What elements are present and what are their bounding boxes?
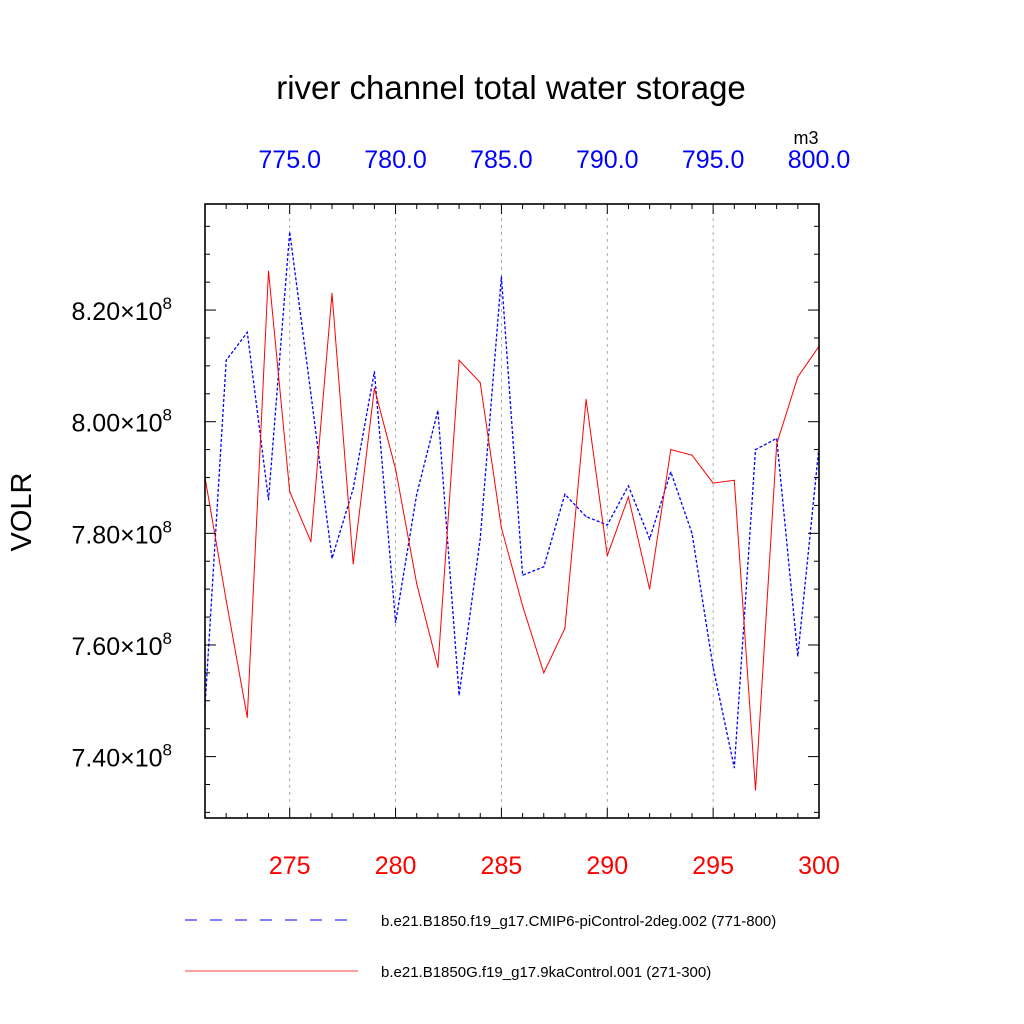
x-top-tick-label-4: 795.0 bbox=[682, 146, 745, 174]
x-top-tick-label-2: 785.0 bbox=[470, 146, 533, 174]
data-point-0-13 bbox=[479, 538, 482, 540]
axis-ticks bbox=[204, 204, 820, 818]
legend-label-1: b.e21.B1850G.f19_g17.9kaControl.001 (271… bbox=[381, 964, 711, 981]
data-point-0-14 bbox=[500, 275, 503, 278]
data-point-1-2 bbox=[246, 716, 249, 719]
data-point-0-1 bbox=[225, 359, 227, 362]
data-point-1-23 bbox=[691, 454, 693, 456]
data-point-1-26 bbox=[754, 789, 757, 791]
plot-frame bbox=[204, 203, 820, 819]
y-tick-label-2: 7.80×108 bbox=[71, 517, 172, 549]
x-bottom-tick-label-3: 290 bbox=[586, 852, 628, 880]
x-bottom-tick-label-5: 300 bbox=[798, 852, 840, 880]
data-point-0-16 bbox=[542, 566, 545, 568]
data-point-0-12 bbox=[458, 694, 460, 696]
x-top-tick-label-5: 800.0 bbox=[788, 146, 851, 174]
data-point-1-9 bbox=[394, 468, 397, 470]
data-point-1-18 bbox=[585, 398, 587, 401]
data-point-1-13 bbox=[479, 381, 482, 384]
data-point-0-28 bbox=[797, 655, 799, 657]
data-point-0-8 bbox=[373, 370, 376, 373]
legend-label-0: b.e21.B1850.f19_g17.CMIP6-piControl-2deg… bbox=[381, 913, 776, 930]
data-point-1-21 bbox=[648, 588, 651, 590]
data-point-1-24 bbox=[712, 482, 714, 484]
data-point-0-2 bbox=[246, 331, 249, 334]
data-point-0-19 bbox=[606, 524, 609, 526]
data-point-0-9 bbox=[394, 621, 397, 624]
data-point-1-20 bbox=[627, 496, 630, 498]
data-point-1-4 bbox=[288, 490, 291, 493]
y-tick-label-1: 7.60×108 bbox=[71, 629, 172, 661]
data-point-1-28 bbox=[797, 376, 799, 378]
series-lines bbox=[204, 231, 820, 791]
y-tick-label-0: 7.40×108 bbox=[71, 741, 172, 773]
series-line-0 bbox=[204, 231, 820, 768]
units-label: m3 bbox=[793, 128, 818, 148]
x-top-tick-label-0: 775.0 bbox=[258, 146, 321, 174]
data-point-1-1 bbox=[225, 599, 227, 602]
data-point-1-22 bbox=[669, 448, 672, 451]
data-point-0-7 bbox=[352, 487, 355, 490]
axis-tick-labels: 275 280 285 290 295 300 775.0 780.0 785.0 790.0 79… bbox=[71, 146, 850, 880]
data-point-1-17 bbox=[564, 627, 566, 630]
x-bottom-tick-label-0: 275 bbox=[269, 852, 311, 880]
data-point-1-16 bbox=[542, 672, 545, 674]
grid-lines bbox=[289, 204, 714, 818]
data-point-0-18 bbox=[585, 515, 587, 518]
data-point-0-17 bbox=[564, 493, 566, 496]
y-tick-label-3: 8.00×108 bbox=[71, 406, 172, 438]
data-point-1-19 bbox=[606, 554, 609, 557]
data-point-1-14 bbox=[500, 526, 503, 529]
data-point-0-24 bbox=[712, 666, 714, 669]
data-point-0-21 bbox=[648, 538, 651, 540]
y-axis-label: VOLR bbox=[6, 473, 38, 552]
data-point-0-25 bbox=[733, 766, 736, 769]
data-point-1-3 bbox=[267, 270, 270, 272]
series-line-1 bbox=[204, 270, 820, 791]
x-top-tick-label-3: 790.0 bbox=[576, 146, 639, 174]
y-tick-label-4: 8.20×108 bbox=[71, 294, 172, 326]
data-point-0-22 bbox=[669, 471, 672, 473]
data-point-0-26 bbox=[754, 448, 757, 451]
data-point-1-12 bbox=[458, 359, 460, 362]
data-point-1-11 bbox=[437, 666, 439, 669]
data-point-0-5 bbox=[310, 392, 312, 395]
data-point-0-23 bbox=[691, 532, 693, 535]
data-point-1-10 bbox=[415, 582, 418, 585]
data-point-1-8 bbox=[373, 387, 376, 390]
data-point-1-15 bbox=[521, 605, 524, 607]
data-point-0-4 bbox=[288, 231, 291, 233]
data-point-0-27 bbox=[775, 437, 778, 440]
x-top-tick-label-1: 780.0 bbox=[364, 146, 427, 174]
data-point-0-15 bbox=[521, 574, 524, 576]
data-point-0-11 bbox=[437, 409, 439, 412]
data-point-1-5 bbox=[310, 540, 312, 543]
legend: b.e21.B1850.f19_g17.CMIP6-piControl-2deg… bbox=[185, 913, 776, 981]
data-point-1-25 bbox=[733, 479, 736, 482]
data-point-1-27 bbox=[775, 443, 778, 445]
x-bottom-tick-label-4: 295 bbox=[692, 852, 734, 880]
x-bottom-tick-label-2: 285 bbox=[481, 852, 523, 880]
data-point-0-3 bbox=[267, 499, 270, 501]
x-bottom-tick-label-1: 280 bbox=[375, 852, 417, 880]
data-point-0-20 bbox=[627, 485, 630, 487]
data-point-0-10 bbox=[415, 493, 418, 496]
data-point-1-7 bbox=[352, 563, 355, 565]
data-point-0-6 bbox=[331, 557, 333, 560]
data-point-1-6 bbox=[331, 292, 333, 295]
chart-title: river channel total water storage bbox=[276, 69, 746, 106]
